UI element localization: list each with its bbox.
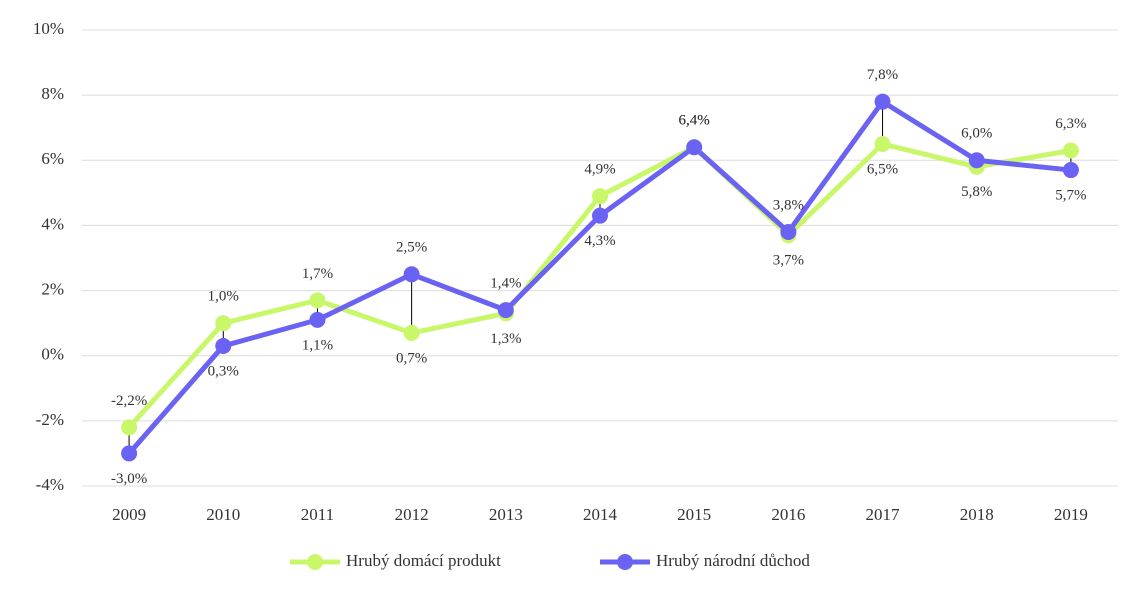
data-label: 4,3% <box>584 233 615 249</box>
data-label: 6,5% <box>867 161 898 177</box>
data-label: 1,0% <box>208 289 239 305</box>
data-label: 6,4% <box>679 113 710 129</box>
point <box>592 207 608 224</box>
point <box>403 324 420 341</box>
point <box>686 139 703 156</box>
data-label: 1,1% <box>302 337 333 353</box>
legend-label: Hrubý národní důchod <box>656 551 810 570</box>
point <box>592 188 608 205</box>
y-tick-label: -2% <box>36 410 64 429</box>
data-label: 1,3% <box>490 331 521 347</box>
point <box>780 223 797 240</box>
x-tick-label: 2012 <box>395 505 429 524</box>
legend-marker <box>617 554 633 570</box>
data-label: 1,4% <box>490 276 521 292</box>
point <box>403 266 420 283</box>
data-label: 4,9% <box>584 162 615 178</box>
y-tick-label: 10% <box>33 19 64 38</box>
x-tick-label: 2013 <box>489 505 523 524</box>
y-tick-label: 2% <box>41 279 64 298</box>
data-label: 6,0% <box>961 126 992 142</box>
point <box>874 136 891 152</box>
point <box>121 419 138 436</box>
data-label: 3,7% <box>773 253 804 269</box>
x-tick-label: 2018 <box>960 505 994 524</box>
point <box>497 302 514 319</box>
data-label: 5,7% <box>1055 187 1086 203</box>
data-label: 5,8% <box>961 184 992 200</box>
x-tick-label: 2019 <box>1054 505 1088 524</box>
point <box>874 93 891 110</box>
data-label: 0,7% <box>396 350 427 366</box>
point <box>1062 142 1079 159</box>
legend-label: Hrubý domácí produkt <box>346 551 501 570</box>
y-tick-label: 0% <box>41 345 64 364</box>
data-label: 0,3% <box>208 363 239 379</box>
data-label: -2,2% <box>111 393 147 409</box>
data-label: 2,5% <box>396 240 427 256</box>
x-tick-label: 2014 <box>583 505 618 524</box>
point <box>1062 162 1079 179</box>
y-tick-label: 8% <box>41 84 64 103</box>
series-line <box>127 141 1072 430</box>
point <box>121 445 138 462</box>
y-tick-label: -4% <box>36 475 64 494</box>
legend-marker <box>307 554 323 570</box>
x-tick-label: 2016 <box>771 505 805 524</box>
data-label: 6,4% <box>679 113 710 129</box>
y-tick-label: 6% <box>41 149 64 168</box>
x-tick-label: 2009 <box>112 505 146 524</box>
x-tick-label: 2017 <box>866 505 901 524</box>
x-tick-label: 2015 <box>677 505 711 524</box>
point <box>215 337 232 354</box>
point <box>309 311 326 328</box>
data-label: 1,7% <box>302 266 333 282</box>
data-label: 3,8% <box>773 197 804 213</box>
y-tick-label: 4% <box>41 214 64 233</box>
point <box>215 315 232 332</box>
point <box>968 152 985 169</box>
data-label: 7,8% <box>867 67 898 83</box>
data-label: 6,3% <box>1055 116 1086 132</box>
x-tick-label: 2010 <box>206 505 240 524</box>
x-tick-label: 2011 <box>301 505 334 524</box>
data-label: -3,0% <box>111 471 147 487</box>
point <box>309 292 326 309</box>
